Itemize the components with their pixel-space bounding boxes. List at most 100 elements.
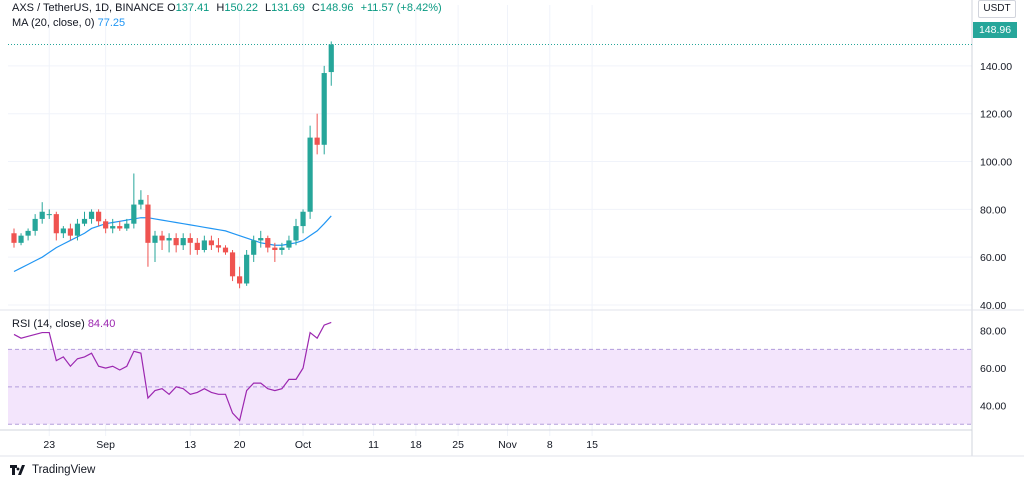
candle-body: [307, 137, 313, 212]
rsi-tick-label: 60.00: [980, 363, 1006, 375]
candle: [39, 202, 45, 224]
candle-body: [18, 235, 24, 243]
candle-body: [103, 221, 109, 229]
last-price-tag: 148.96: [973, 22, 1017, 38]
candle-body: [314, 137, 320, 145]
change-value: +11.57 (+8.42%): [360, 2, 442, 14]
candle-body: [159, 235, 165, 241]
brand-name: TradingView: [32, 464, 96, 476]
close-value: 148.96: [319, 2, 354, 14]
candle: [74, 218, 81, 241]
price-tick-label: 120.00: [980, 109, 1012, 121]
candle: [180, 233, 186, 250]
time-tick-label: 20: [234, 439, 246, 451]
candle: [286, 235, 292, 250]
time-tick-label: 15: [586, 439, 598, 451]
candle: [173, 233, 179, 253]
candle-body: [328, 44, 334, 73]
time-tick-label: Oct: [295, 439, 311, 451]
candle: [194, 238, 200, 255]
open-value: 137.41: [175, 2, 210, 14]
candle: [244, 250, 250, 286]
candle-body: [74, 223, 81, 236]
symbol-header: AXS / TetherUS, 1D, BINANCE O137.41 H150…: [12, 2, 446, 14]
candle: [258, 230, 264, 248]
candle: [187, 233, 193, 255]
candle: [328, 41, 334, 86]
candle-body: [110, 226, 116, 229]
candle: [25, 228, 31, 241]
ma-label: MA (20, close, 0): [12, 17, 95, 29]
candle-body: [117, 226, 123, 229]
low-value: 131.69: [271, 2, 305, 14]
candle: [272, 242, 278, 262]
candle-body: [201, 240, 207, 250]
symbol-title[interactable]: AXS / TetherUS, 1D, BINANCE: [12, 2, 165, 14]
candle: [110, 218, 116, 234]
ma-value: 77.25: [97, 17, 126, 29]
candle-body: [222, 247, 229, 253]
currency-unit-button[interactable]: USDT: [978, 0, 1016, 18]
candle-body: [166, 238, 172, 241]
candle: [251, 235, 257, 262]
rsi-legend[interactable]: RSI (14, close) 84.40: [12, 318, 121, 330]
candle-body: [96, 211, 102, 222]
candle: [60, 226, 66, 239]
candle-body: [237, 276, 243, 284]
candle: [159, 230, 165, 250]
candle-body: [173, 238, 179, 246]
candle: [307, 125, 313, 219]
price-tick-label: 40.00: [980, 300, 1006, 312]
high-label: H: [216, 2, 225, 14]
candle-body: [81, 218, 88, 224]
candle-body: [300, 211, 306, 227]
ma-series-line: [13, 215, 332, 273]
candle: [88, 209, 95, 224]
price-tick-label: 100.00: [980, 157, 1012, 169]
candle-body: [67, 228, 73, 236]
candle-body: [229, 252, 236, 277]
candle-body: [124, 223, 130, 229]
candle: [32, 214, 38, 236]
time-tick-label: Nov: [498, 439, 517, 451]
tradingview-icon: [10, 465, 25, 475]
candle: [145, 195, 151, 267]
rsi-label: RSI (14, close): [12, 318, 85, 330]
candle-body: [25, 230, 31, 236]
candle: [152, 230, 158, 262]
candle-body: [272, 247, 278, 250]
candle: [96, 209, 102, 227]
candle: [293, 218, 299, 246]
price-tick-label: 80.00: [980, 204, 1006, 216]
rsi-tick-label: 80.00: [980, 326, 1006, 338]
candle: [208, 235, 214, 250]
time-tick-label: Sep: [96, 439, 115, 451]
candle-body: [187, 238, 193, 243]
candle-body: [180, 238, 186, 246]
candle-body: [208, 240, 214, 246]
ma-legend[interactable]: MA (20, close, 0) 77.25: [12, 17, 131, 29]
candle: [81, 211, 88, 227]
candle-body: [60, 228, 66, 234]
rsi-value: 84.40: [87, 318, 116, 330]
candle-body: [46, 214, 52, 216]
candle: [166, 233, 172, 253]
price-tick-label: 140.00: [980, 61, 1012, 73]
candle: [117, 221, 123, 231]
high-value: 150.22: [224, 2, 258, 14]
rsi-band: [8, 349, 972, 425]
candle-body: [11, 233, 17, 243]
candle: [279, 242, 285, 255]
candle: [237, 266, 243, 289]
candle-body: [32, 218, 38, 231]
candle-body: [88, 211, 95, 219]
candle-body: [138, 199, 144, 205]
rsi-tick-label: 40.00: [980, 401, 1006, 413]
time-tick-label: 18: [410, 439, 422, 451]
candle-body: [145, 204, 151, 243]
candle: [124, 218, 130, 231]
tradingview-logo[interactable]: TradingView: [10, 464, 95, 476]
candle-body: [39, 211, 45, 219]
candle: [300, 209, 306, 234]
